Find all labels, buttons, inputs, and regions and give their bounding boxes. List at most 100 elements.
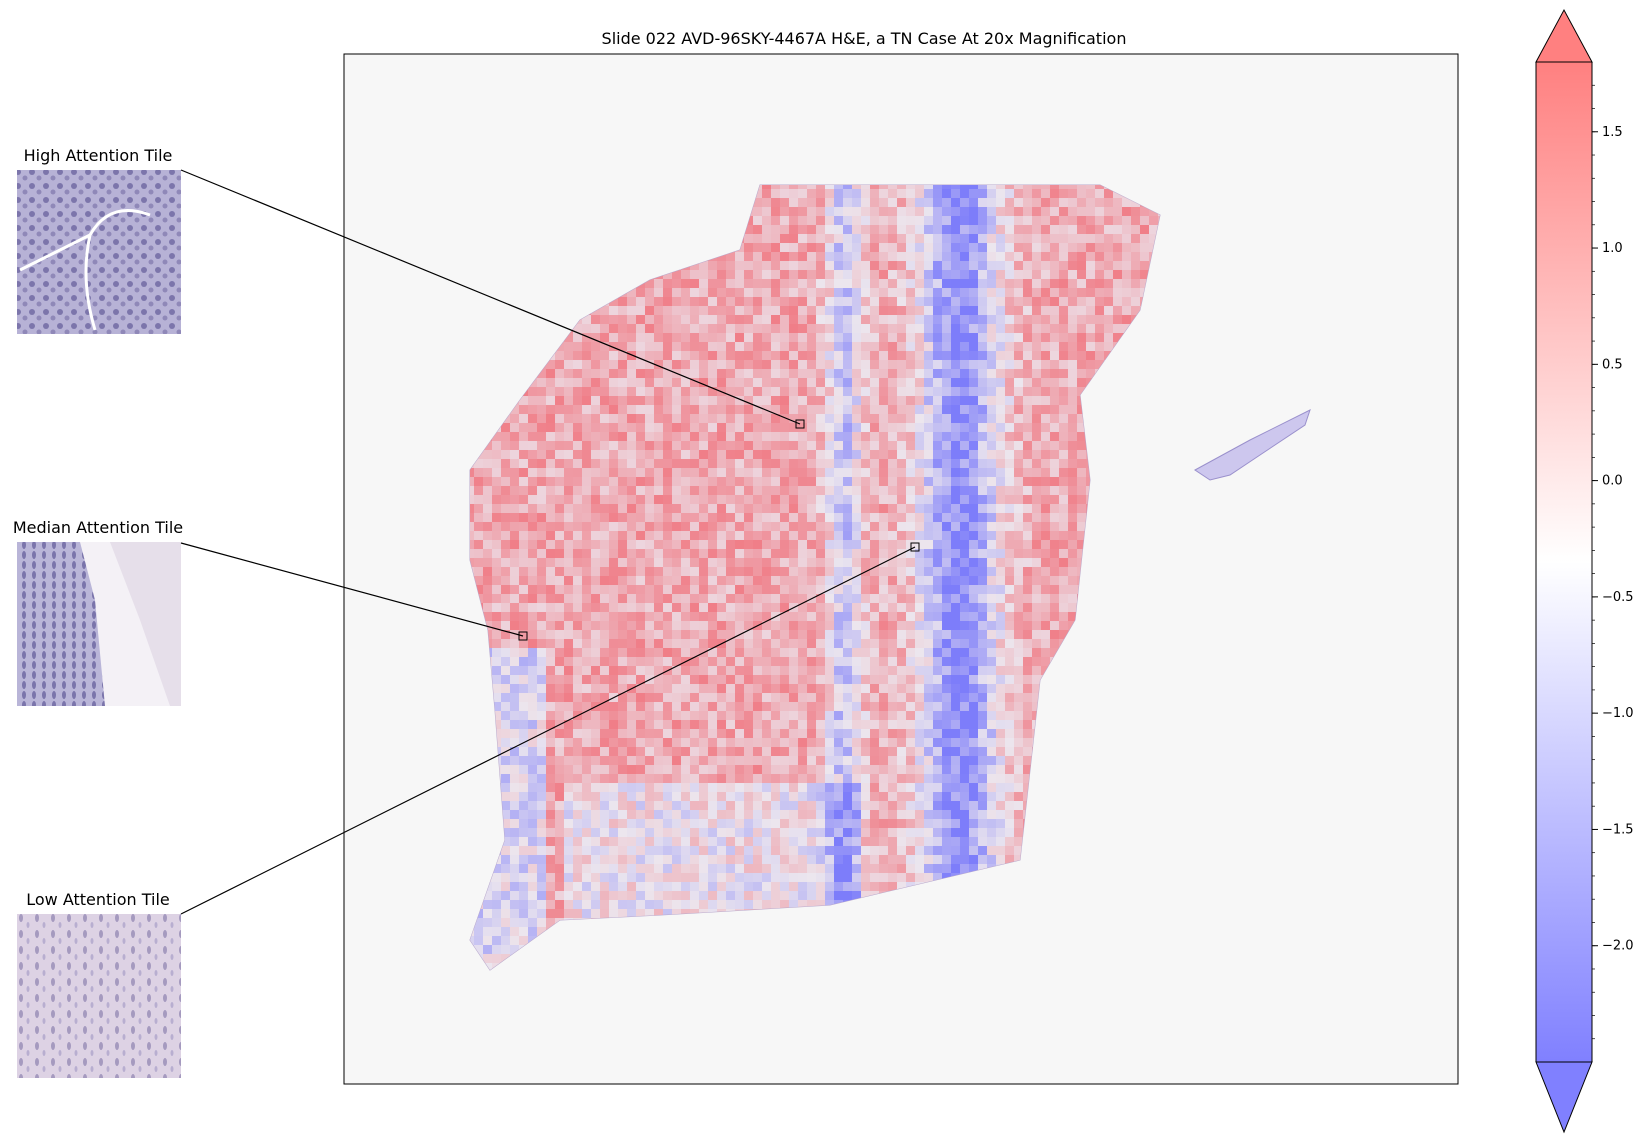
heatmap-cell: [690, 693, 699, 702]
heatmap-cell: [627, 621, 636, 630]
heatmap-cell: [789, 333, 798, 342]
heatmap-cell: [861, 495, 870, 504]
heatmap-cell: [969, 243, 978, 252]
heatmap-cell: [690, 369, 699, 378]
heatmap-cell: [1041, 288, 1050, 297]
heatmap-cell: [843, 558, 852, 567]
heatmap-cell: [897, 351, 906, 360]
heatmap-cell: [699, 306, 708, 315]
heatmap-cell: [897, 270, 906, 279]
heatmap-cell: [501, 657, 510, 666]
heatmap-cell: [924, 684, 933, 693]
heatmap-cell: [537, 666, 546, 675]
heatmap-cell: [951, 185, 960, 189]
heatmap-cell: [582, 378, 591, 387]
heatmap-cell: [960, 747, 969, 756]
heatmap-cell: [942, 297, 951, 306]
heatmap-cell: [771, 495, 780, 504]
heatmap-cell: [1068, 243, 1077, 252]
heatmap-cell: [987, 540, 996, 549]
heatmap-cell: [753, 738, 762, 747]
heatmap-cell: [942, 306, 951, 315]
heatmap-cell: [582, 324, 591, 333]
heatmap-cell: [1005, 729, 1014, 738]
heatmap-cell: [897, 486, 906, 495]
heatmap-cell: [645, 387, 654, 396]
heatmap-cell: [627, 540, 636, 549]
heatmap-cell: [636, 522, 645, 531]
heatmap-cell: [501, 603, 510, 612]
heatmap-cell: [987, 351, 996, 360]
heatmap-cell: [807, 513, 816, 522]
heatmap-cell: [807, 198, 816, 207]
heatmap-cell: [663, 360, 672, 369]
heatmap-cell: [501, 729, 510, 738]
heatmap-cell: [852, 225, 861, 234]
heatmap-cell: [1068, 459, 1077, 468]
heatmap-cell: [555, 657, 564, 666]
heatmap-cell: [852, 639, 861, 648]
heatmap-cell: [771, 216, 780, 225]
heatmap-cell: [780, 432, 789, 441]
heatmap-cell: [1068, 603, 1077, 612]
heatmap-cell: [933, 342, 942, 351]
heatmap-cell: [564, 720, 573, 729]
heatmap-cell: [1005, 306, 1014, 315]
heatmap-cell: [681, 360, 690, 369]
heatmap-cell: [870, 441, 879, 450]
heatmap-cell: [798, 702, 807, 711]
heatmap-cell: [1095, 297, 1104, 306]
heatmap-cell: [897, 225, 906, 234]
heatmap-cell: [960, 243, 969, 252]
heatmap-cell: [753, 207, 762, 216]
heatmap-cell: [1032, 648, 1041, 657]
heatmap-cell: [861, 198, 870, 207]
heatmap-cell: [1068, 531, 1077, 540]
heatmap-cell: [546, 603, 555, 612]
heatmap-cell: [942, 666, 951, 675]
heatmap-cell: [555, 711, 564, 720]
heatmap-cell: [591, 531, 600, 540]
heatmap-cell: [1023, 432, 1032, 441]
heatmap-cell: [663, 486, 672, 495]
heatmap-cell: [663, 459, 672, 468]
heatmap-cell: [951, 468, 960, 477]
heatmap-cell: [609, 630, 618, 639]
heatmap-cell: [672, 342, 681, 351]
heatmap-cell: [870, 585, 879, 594]
heatmap-cell: [870, 711, 879, 720]
heatmap-cell: [762, 234, 771, 243]
heatmap-cell: [789, 243, 798, 252]
heatmap-cell: [618, 630, 627, 639]
heatmap-cell: [969, 576, 978, 585]
heatmap-cell: [906, 702, 915, 711]
heatmap-cell: [942, 207, 951, 216]
heatmap-cell: [654, 468, 663, 477]
heatmap-cell: [771, 351, 780, 360]
heatmap-cell: [744, 459, 753, 468]
heatmap-cell: [528, 504, 537, 513]
heatmap-cell: [753, 414, 762, 423]
heatmap-cell: [1041, 639, 1050, 648]
heatmap-cell: [807, 279, 816, 288]
heatmap-cell: [510, 567, 519, 576]
heatmap-cell: [528, 738, 537, 747]
heatmap-cell: [564, 693, 573, 702]
heatmap-cell: [645, 684, 654, 693]
heatmap-cell: [609, 306, 618, 315]
heatmap-cell: [636, 477, 645, 486]
heatmap-cell: [807, 297, 816, 306]
heatmap-cell: [906, 360, 915, 369]
heatmap-cell: [969, 297, 978, 306]
heatmap-cell: [780, 603, 789, 612]
heatmap-cell: [951, 297, 960, 306]
heatmap-cell: [870, 603, 879, 612]
heatmap-cell: [870, 729, 879, 738]
heatmap-cell: [888, 684, 897, 693]
heatmap-cell: [1032, 378, 1041, 387]
heatmap-cell: [636, 495, 645, 504]
heatmap-cell: [690, 387, 699, 396]
heatmap-cell: [573, 621, 582, 630]
heatmap-cell: [780, 297, 789, 306]
heatmap-cell: [960, 549, 969, 558]
